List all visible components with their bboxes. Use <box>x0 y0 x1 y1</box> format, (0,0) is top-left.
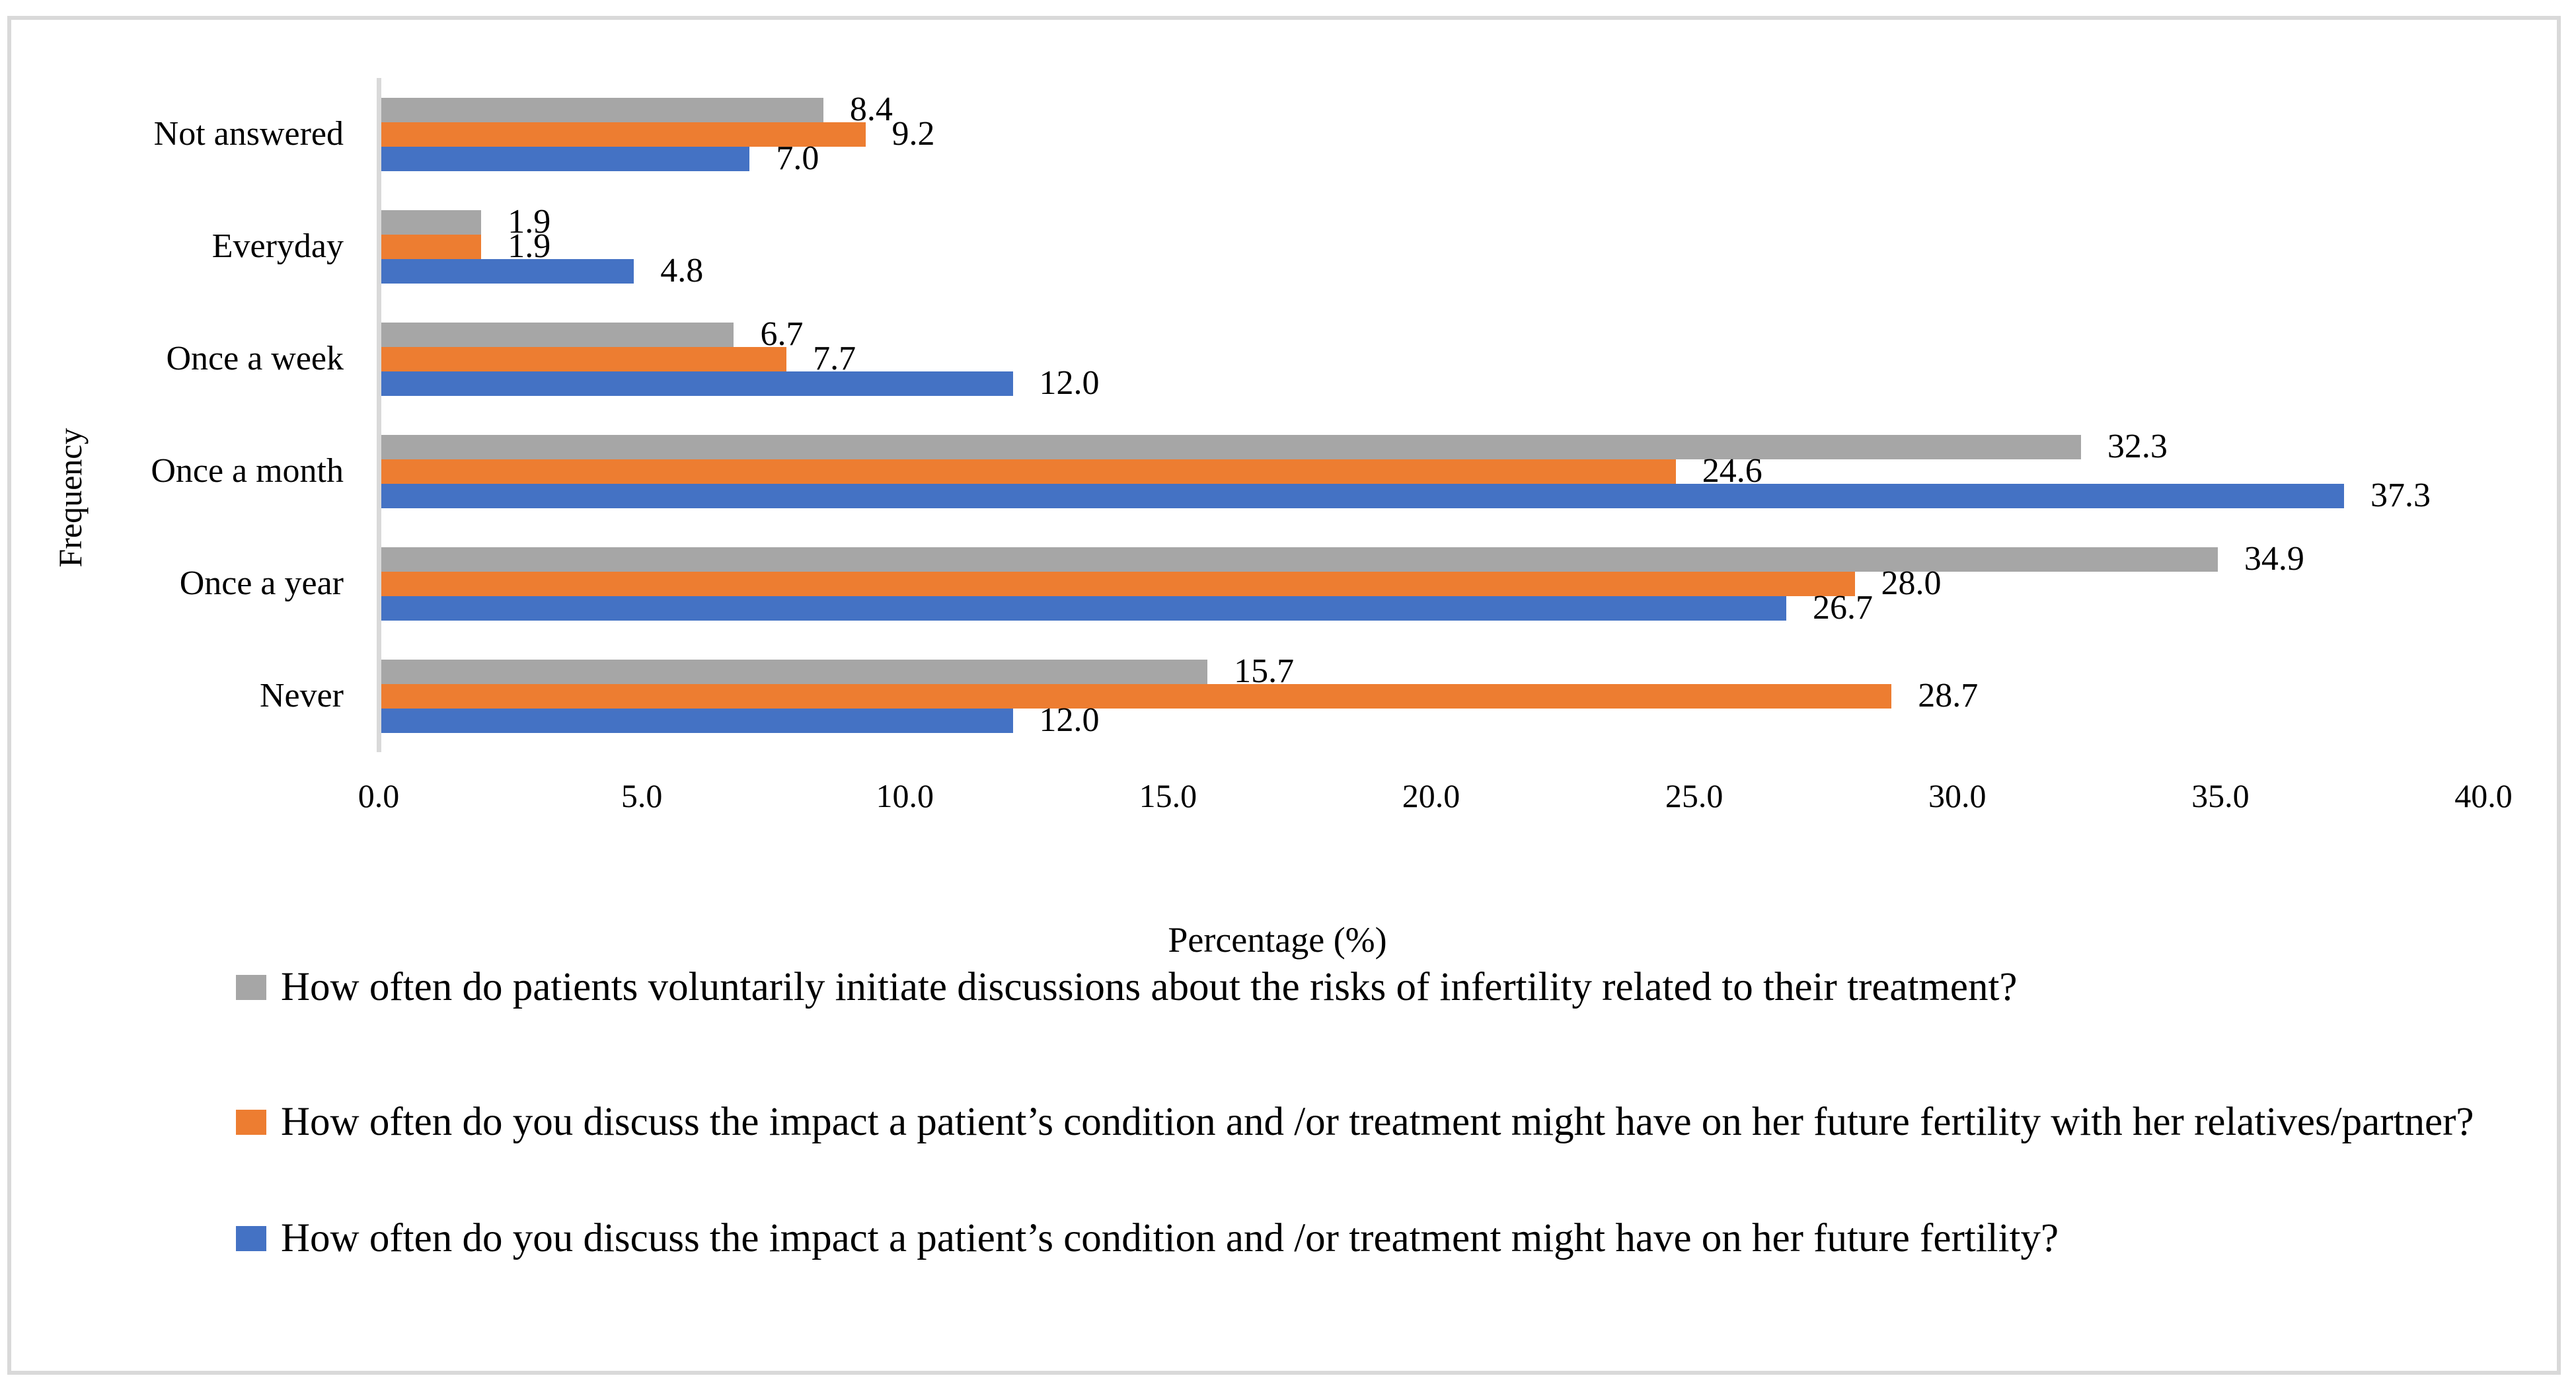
category-label: Everyday <box>211 227 344 265</box>
x-tick-label: 10.0 <box>876 777 934 814</box>
x-tick-label: 15.0 <box>1139 777 1197 814</box>
legend-label: How often do you discuss the impact a pa… <box>281 1100 2474 1144</box>
bar <box>381 571 1855 596</box>
bar <box>381 434 2081 459</box>
bar <box>381 683 1892 709</box>
bar <box>381 258 634 284</box>
x-tick-label: 40.0 <box>2454 777 2513 814</box>
data-label: 28.0 <box>1881 564 1942 602</box>
bar <box>381 547 2218 572</box>
data-label: 26.7 <box>1812 589 1873 627</box>
category-label: Never <box>259 677 344 714</box>
x-tick-label: 35.0 <box>2191 777 2250 814</box>
data-label: 24.6 <box>1702 452 1762 490</box>
legend-swatch-gray-icon <box>236 975 266 1000</box>
data-label: 34.9 <box>2244 540 2304 578</box>
bar <box>381 659 1208 684</box>
bar <box>381 483 2344 508</box>
x-tick-label: 20.0 <box>1402 777 1460 814</box>
x-axis-title: Percentage (%) <box>1168 920 1387 960</box>
bar <box>381 708 1013 733</box>
bar <box>381 371 1013 396</box>
bar <box>381 459 1676 484</box>
data-label: 15.7 <box>1234 652 1295 690</box>
bar <box>381 346 787 371</box>
data-label: 32.3 <box>2107 428 2168 465</box>
data-label: 1.9 <box>508 227 551 265</box>
bar <box>381 234 482 259</box>
data-label: 6.7 <box>760 315 804 353</box>
category-label: Once a month <box>151 452 344 490</box>
bar <box>381 596 1786 621</box>
x-tick-label: 25.0 <box>1665 777 1724 814</box>
category-label: Once a week <box>166 340 344 377</box>
legend-swatch-blue-icon <box>236 1226 266 1251</box>
data-label: 7.0 <box>776 139 819 177</box>
bar <box>381 210 482 235</box>
bar <box>381 322 734 347</box>
data-label: 28.7 <box>1918 677 1979 714</box>
category-label: Not answered <box>153 115 344 153</box>
bar <box>381 146 750 171</box>
data-label: 8.4 <box>849 91 893 128</box>
data-label: 7.7 <box>813 340 856 377</box>
data-label: 37.3 <box>2370 477 2431 514</box>
bar <box>381 122 866 147</box>
data-label: 12.0 <box>1039 701 1100 739</box>
legend-swatch-orange-icon <box>236 1110 266 1135</box>
data-label: 9.2 <box>891 115 935 153</box>
x-tick-label: 30.0 <box>1928 777 1987 814</box>
data-label: 1.9 <box>508 203 551 241</box>
bar <box>381 97 823 122</box>
data-label: 12.0 <box>1039 364 1100 402</box>
y-axis-line <box>377 78 381 752</box>
category-label: Once a year <box>179 564 344 602</box>
legend-label: How often do you discuss the impact a pa… <box>281 1216 2059 1260</box>
data-label: 4.8 <box>660 252 704 289</box>
x-tick-label: 0.0 <box>358 777 400 814</box>
x-tick-label: 5.0 <box>621 777 663 814</box>
legend-label: How often do patients voluntarily initia… <box>281 965 2018 1009</box>
